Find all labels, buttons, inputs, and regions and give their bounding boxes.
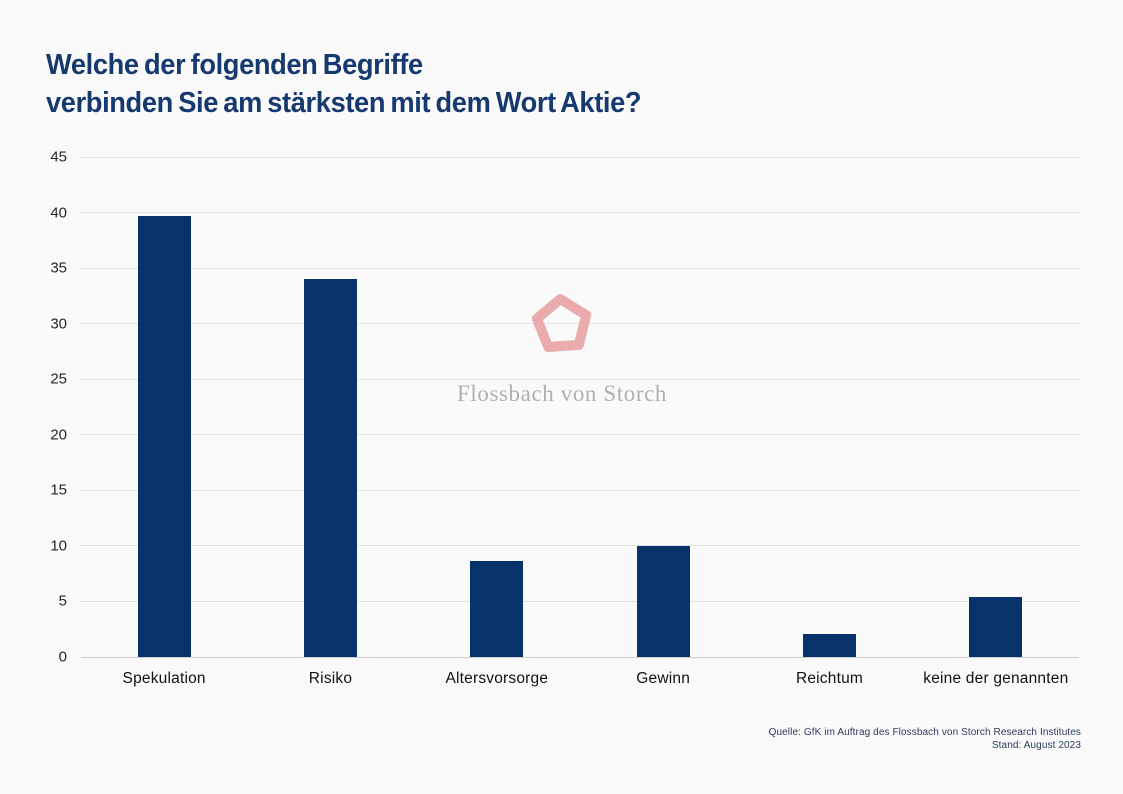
bar-chart: 0 5 10 15 20 25 30 35 40 45 Spekulation Risiko Alte… [50, 150, 1079, 687]
gridline-10 [81, 545, 1079, 547]
y-tick-label-35: 35 [50, 259, 67, 277]
y-tick-label-30: 30 [50, 315, 67, 333]
x-label-altersvorsorge: Altersvorsorge [445, 670, 549, 687]
x-label-risiko: Risiko [308, 670, 353, 687]
gridline-15 [81, 489, 1079, 491]
bar-altersvorsorge [470, 561, 524, 657]
source-line2: Stand: August 2023 [991, 739, 1081, 751]
x-label-keine-der-genannten: keine der genannten [923, 670, 1069, 687]
y-tick-label-25: 25 [50, 370, 67, 388]
x-label-reichtum: Reichtum [795, 670, 864, 687]
y-tick-label-40: 40 [50, 204, 67, 222]
gridline-25 [81, 378, 1079, 380]
gridline-20 [81, 434, 1079, 436]
bar-risiko [304, 279, 357, 657]
y-tick-label-45: 45 [50, 148, 67, 166]
y-tick-label-10: 10 [50, 537, 67, 555]
gridline-45 [81, 156, 1079, 158]
x-label-gewinn: Gewinn [636, 670, 691, 687]
gridline-5 [81, 600, 1079, 602]
watermark: Flossbach von Storch [81, 157, 1079, 657]
bar-keine-der-genannten [969, 597, 1023, 657]
y-tick-label-20: 20 [50, 426, 67, 444]
bar-gewinn [636, 545, 690, 657]
bar-spekulation [137, 215, 191, 657]
gridline-35 [81, 267, 1079, 269]
source-line1: Quelle: GfK im Auftrag des Flossbach von… [768, 727, 1081, 738]
x-label-spekulation: Spekulation [122, 670, 206, 687]
x-axis-line [81, 656, 1079, 658]
chart-title-line1: Welche der folgenden Begriffe [46, 49, 423, 81]
y-tick-label-0: 0 [58, 648, 67, 666]
watermark-brand-text: Flossbach von Storch [456, 381, 668, 406]
y-tick-label-15: 15 [50, 481, 67, 499]
chart-title: Welche der folgenden Begriffe verbinden … [46, 46, 642, 122]
gridline-30 [81, 323, 1079, 325]
source-note: Quelle: GfK im Auftrag des Flossbach von… [769, 727, 1081, 752]
chart-title-line2: verbinden Sie am stärksten mit dem Wort … [46, 87, 642, 119]
gridline-40 [81, 212, 1079, 214]
y-tick-label-5: 5 [58, 592, 67, 610]
bar-reichtum [803, 633, 856, 657]
